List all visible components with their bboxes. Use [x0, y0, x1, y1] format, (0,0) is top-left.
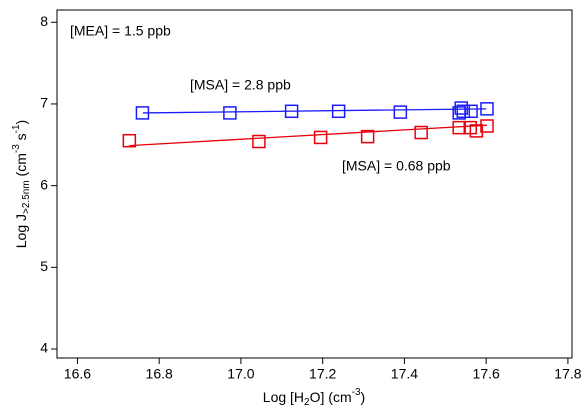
y-tick-label: 8: [40, 13, 48, 29]
fit-line: [142, 108, 487, 114]
x-tick-label: 16.8: [146, 366, 173, 382]
marker: [480, 119, 494, 133]
x-tick-label: 17.0: [227, 366, 254, 382]
x-tick-label: 16.6: [64, 366, 91, 382]
marker: [223, 106, 237, 120]
y-tick-label: 5: [40, 258, 48, 274]
marker: [456, 104, 471, 119]
marker: [331, 104, 346, 119]
annotation: [MSA] = 2.8 ppb: [190, 77, 291, 93]
x-tick-label: 17.4: [391, 366, 418, 382]
marker: [452, 120, 466, 135]
marker: [480, 102, 494, 116]
marker: [313, 130, 328, 145]
y-tick-label: 7: [40, 95, 48, 111]
marker: [414, 125, 428, 140]
y-axis-label: Log J>2.5nm (cm-3 s-1): [11, 120, 32, 248]
marker: [360, 129, 375, 144]
x-tick-label: 17.2: [309, 366, 336, 382]
x-tick-label: 17.6: [473, 366, 500, 382]
marker: [469, 124, 484, 138]
marker: [122, 133, 137, 148]
y-tick-label: 4: [40, 340, 48, 356]
annotation: [MSA] = 0.68 ppb: [342, 158, 451, 174]
marker: [284, 104, 299, 119]
plot-frame: [56, 9, 573, 359]
x-axis-label: Log [H2O] (cm-3): [263, 387, 365, 408]
fit-line: [129, 124, 488, 147]
marker: [135, 106, 150, 120]
marker: [464, 104, 478, 119]
annotation: [MEA] = 1.5 ppb: [70, 23, 171, 39]
y-tick-label: 6: [40, 176, 48, 192]
marker: [252, 134, 266, 149]
x-tick-label: 17.8: [554, 366, 581, 382]
marker: [393, 105, 408, 119]
marker: [454, 101, 468, 115]
